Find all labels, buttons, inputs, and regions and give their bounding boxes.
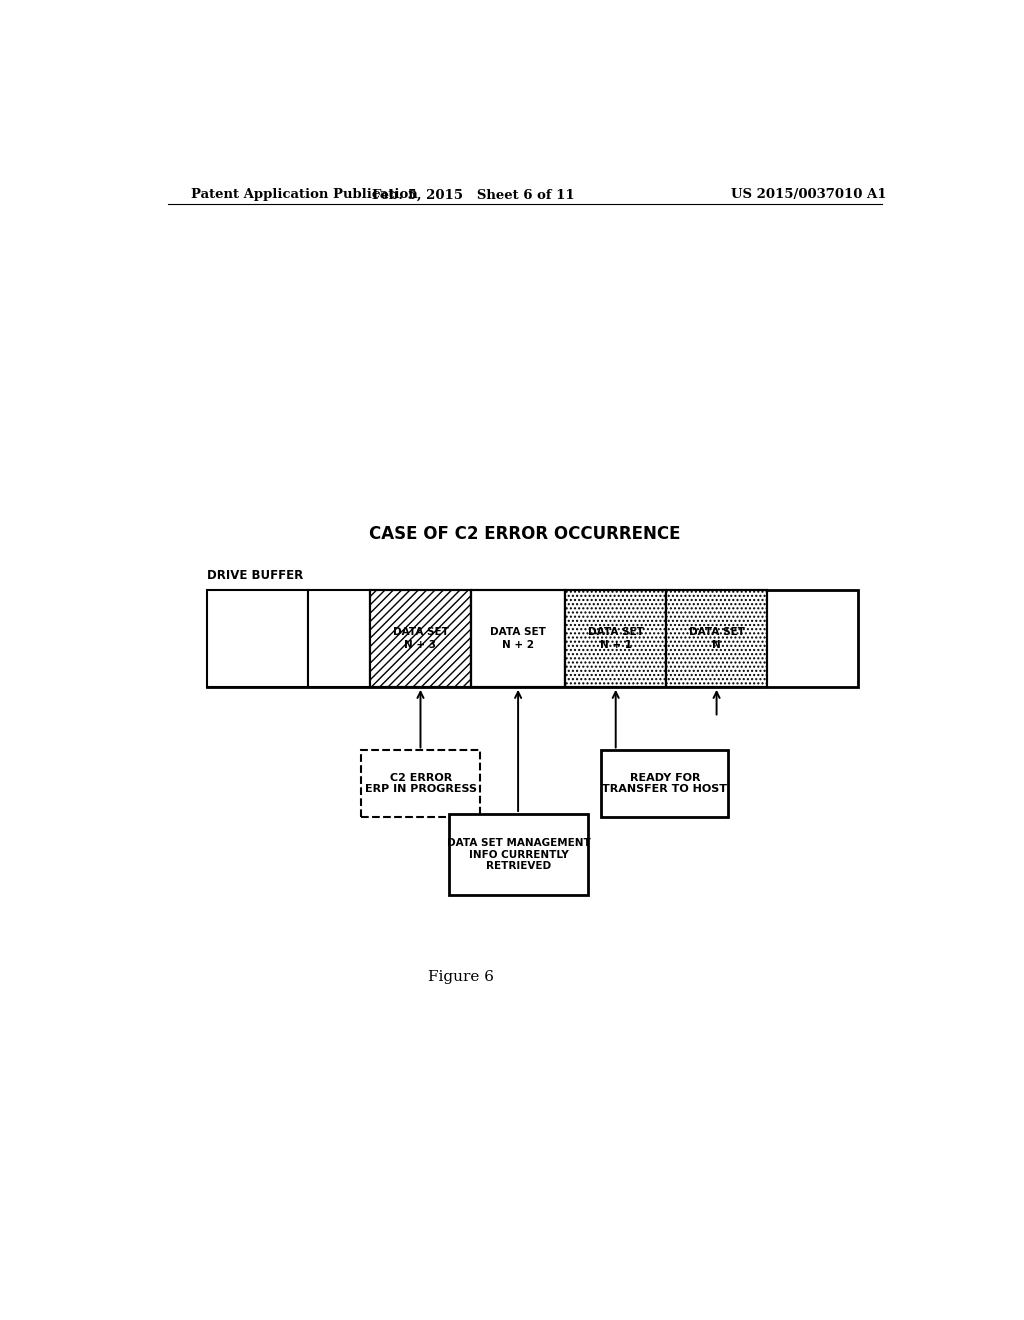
Text: DATA SET
N + 3: DATA SET N + 3 [392,627,449,649]
Bar [667,590,767,686]
Bar [601,751,728,817]
Text: READY FOR
TRANSFER TO HOST: READY FOR TRANSFER TO HOST [602,772,727,795]
Text: DRIVE BUFFER: DRIVE BUFFER [207,569,303,582]
Bar [471,590,565,686]
Bar [308,590,370,686]
Text: Feb. 5, 2015   Sheet 6 of 11: Feb. 5, 2015 Sheet 6 of 11 [372,189,574,202]
Bar [370,590,471,686]
Text: Figure 6: Figure 6 [428,970,495,983]
Bar [449,814,588,895]
Bar [565,590,667,686]
Bar [207,590,858,686]
Text: DATA SET
N + 2: DATA SET N + 2 [490,627,546,649]
Text: Patent Application Publication: Patent Application Publication [191,189,418,202]
Text: C2 ERROR
ERP IN PROGRESS: C2 ERROR ERP IN PROGRESS [365,772,477,795]
Text: DATA SET MANAGEMENT
INFO CURRENTLY
RETRIEVED: DATA SET MANAGEMENT INFO CURRENTLY RETRI… [446,838,590,871]
Bar [370,590,471,686]
Text: US 2015/0037010 A1: US 2015/0037010 A1 [731,189,887,202]
Text: DATA SET
N: DATA SET N [688,627,744,649]
Bar [667,590,767,686]
Text: DATA SET
N + 1: DATA SET N + 1 [588,627,644,649]
Bar [565,590,667,686]
Bar [207,590,308,686]
Bar [361,751,480,817]
Text: CASE OF C2 ERROR OCCURRENCE: CASE OF C2 ERROR OCCURRENCE [369,525,681,544]
Bar [471,590,565,686]
